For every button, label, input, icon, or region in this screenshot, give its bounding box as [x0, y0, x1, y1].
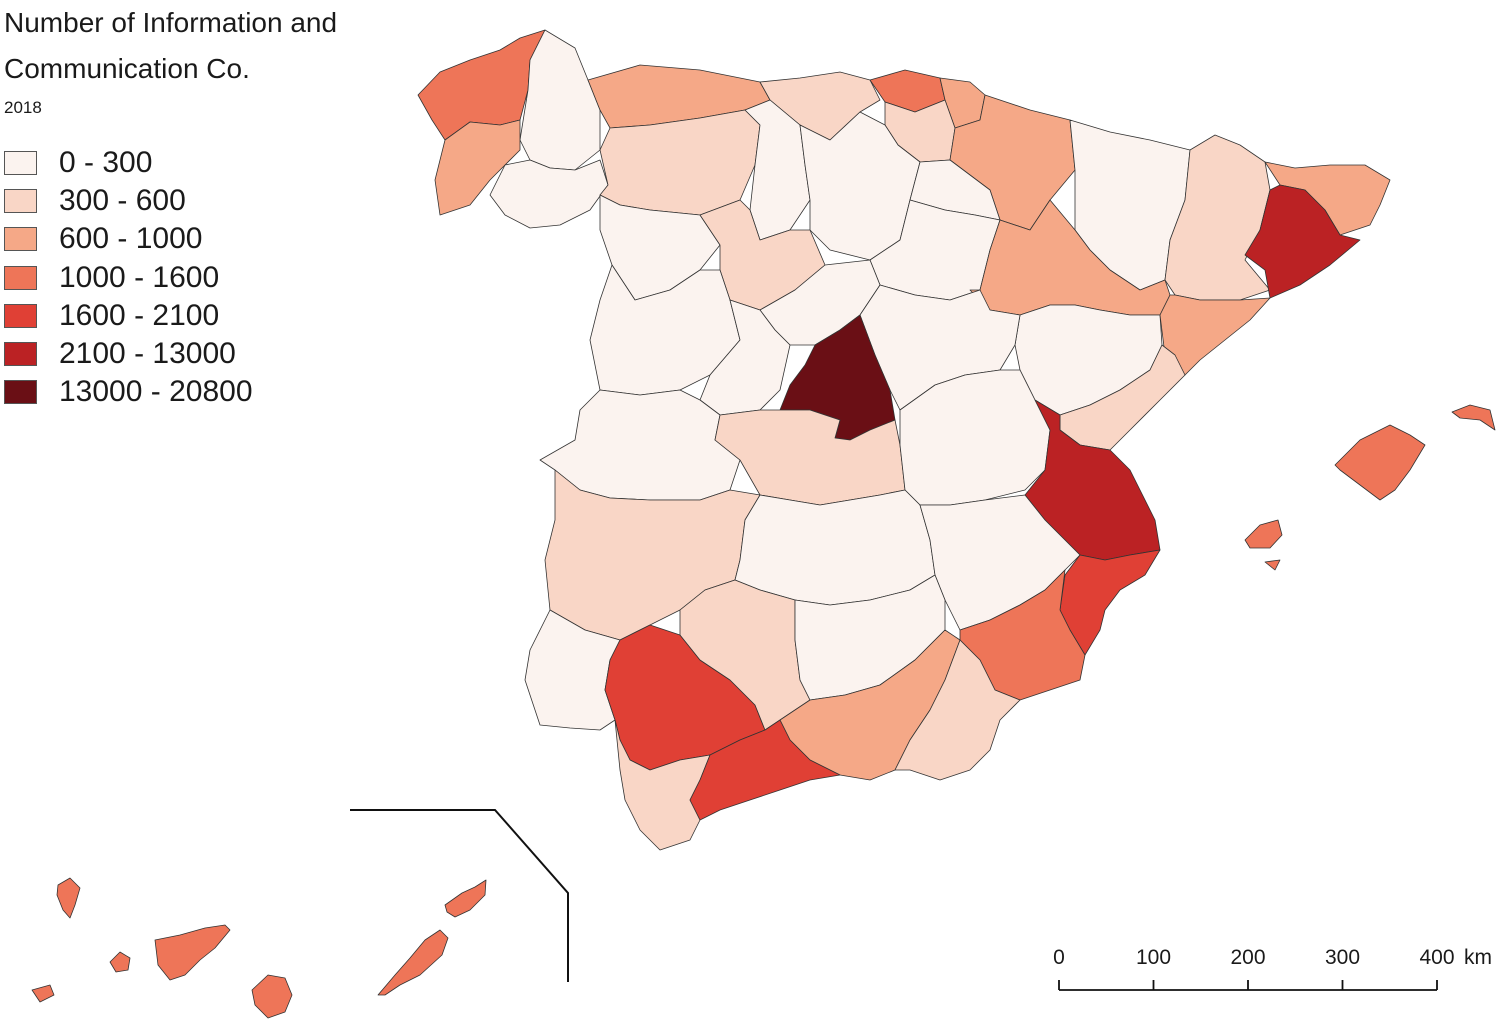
canary-inset-frame — [350, 809, 569, 982]
map-title: Number of Information and Communication … — [4, 7, 338, 84]
legend-swatch — [4, 151, 37, 176]
legend-label: 300 - 600 — [59, 184, 186, 218]
scale-unit-label: km — [1464, 946, 1492, 969]
legend-swatch — [4, 303, 37, 328]
province-el-hierro — [31, 984, 55, 1003]
legend-item: 1600 - 2100 — [4, 297, 253, 335]
legend-item: 1000 - 1600 — [4, 259, 253, 297]
scale-bar: 0 100 200 300 400 km — [1053, 946, 1492, 991]
province-la-gomera — [109, 951, 131, 973]
scale-tick-label: 300 — [1325, 946, 1360, 969]
legend-swatch — [4, 342, 37, 367]
scale-tick-label: 0 — [1053, 946, 1065, 969]
province-malaga — [689, 719, 841, 821]
legend-item: 600 - 1000 — [4, 220, 253, 258]
legend-label: 1600 - 2100 — [59, 298, 220, 332]
province-tenerife — [154, 924, 231, 981]
province-menorca — [1451, 404, 1496, 431]
legend-swatch — [4, 265, 37, 290]
province-tarragona — [1159, 294, 1271, 376]
legend: 0 - 300 300 - 600 600 - 1000 1000 - 1600… — [4, 144, 253, 411]
province-ciudad-real — [734, 489, 936, 606]
province-guadalajara — [859, 284, 1021, 411]
legend-item: 2100 - 13000 — [4, 335, 253, 373]
province-lanzarote — [444, 879, 487, 918]
province-almeria — [894, 639, 1021, 781]
legend-item: 0 - 300 — [4, 144, 253, 182]
legend-swatch — [4, 189, 37, 214]
scale-tick-label: 400 — [1419, 946, 1454, 969]
legend-swatch — [4, 380, 37, 405]
legend-label: 2100 - 13000 — [59, 337, 236, 371]
province-mallorca — [1334, 424, 1426, 501]
province-la-palma — [56, 877, 81, 919]
legend-label: 1000 - 1600 — [59, 260, 220, 294]
province-huelva — [524, 609, 621, 731]
province-fuerteventura — [377, 929, 449, 996]
legend-swatch — [4, 227, 37, 252]
legend-label: 600 - 1000 — [59, 222, 203, 256]
legend-item: 300 - 600 — [4, 182, 253, 220]
province-formentera — [1264, 559, 1281, 571]
legend-label: 0 - 300 — [59, 146, 153, 180]
scale-tick-label: 100 — [1136, 946, 1171, 969]
legend-item: 13000 - 20800 — [4, 373, 253, 411]
province-gran-canaria — [251, 974, 293, 1019]
province-barcelona — [1244, 184, 1361, 299]
scale-tick-label: 200 — [1230, 946, 1265, 969]
legend-label: 13000 - 20800 — [59, 375, 253, 409]
map-subtitle: 2018 — [4, 98, 42, 117]
province-ibiza — [1244, 519, 1283, 549]
province-ourense — [489, 159, 609, 229]
